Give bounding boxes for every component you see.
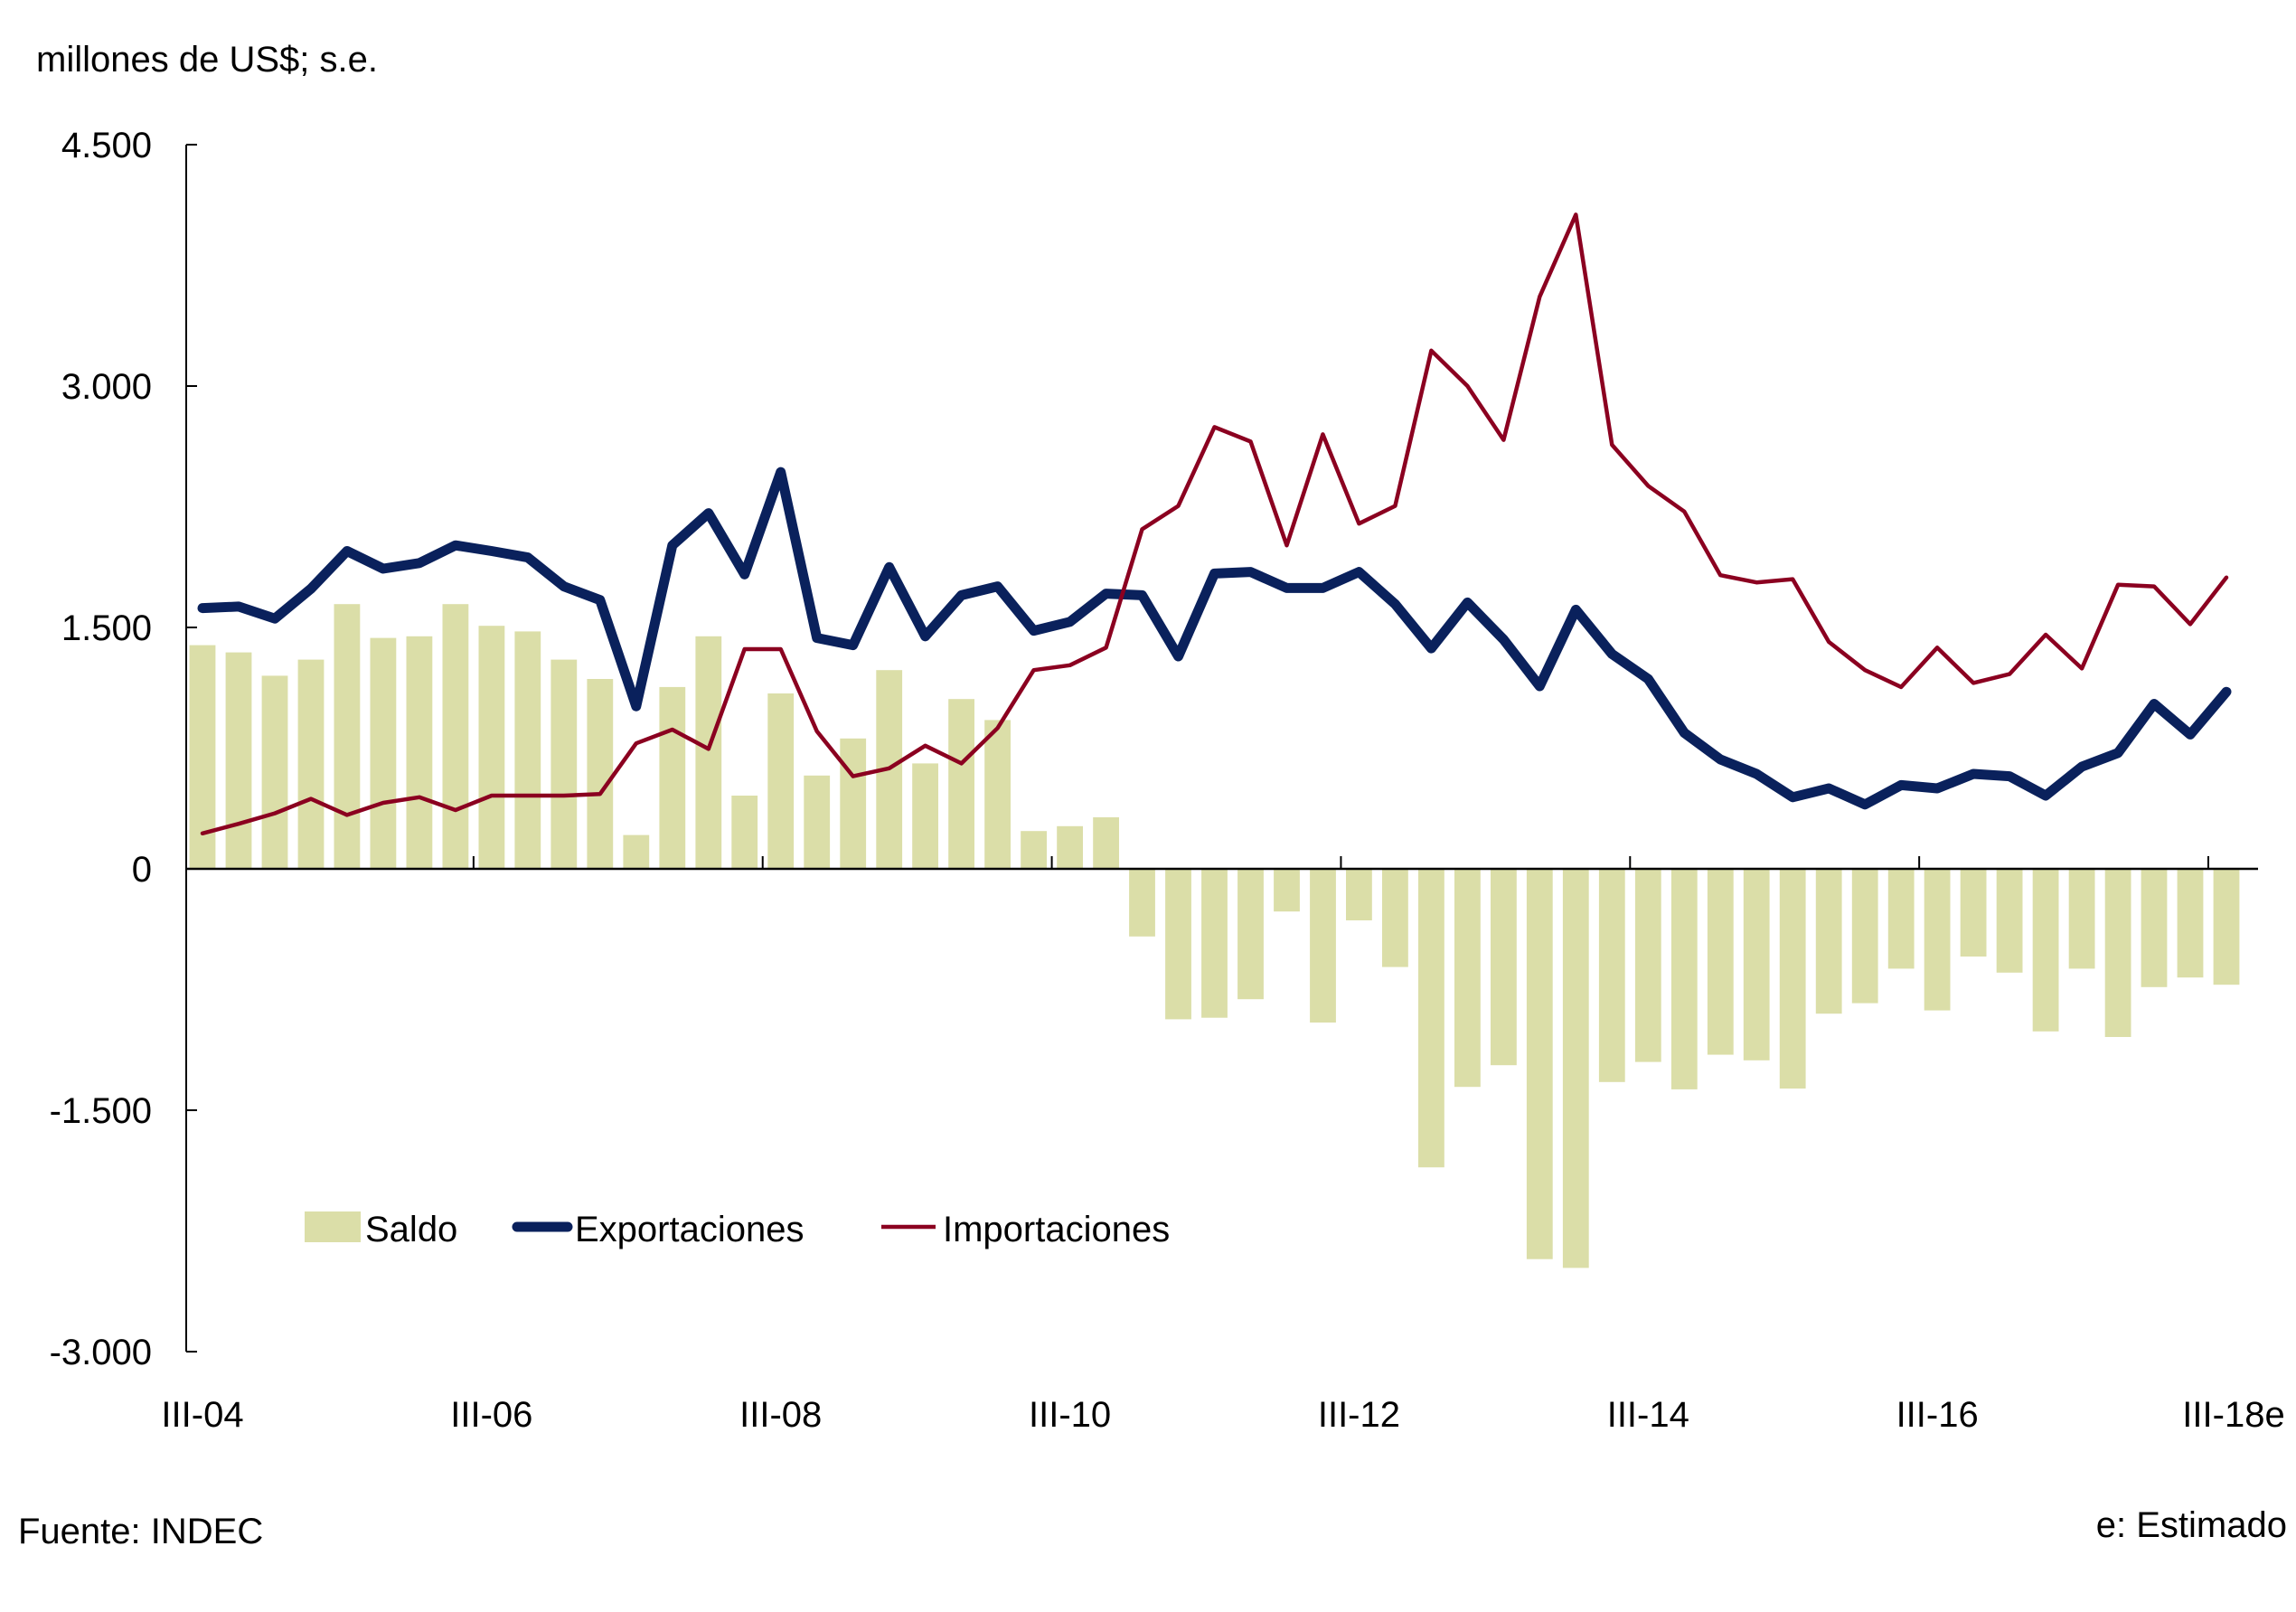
legend-importaciones-label: Importaciones [943, 1210, 1170, 1249]
saldo-bar [514, 631, 541, 869]
saldo-bar [550, 659, 578, 869]
x-tick-label: III-18e [2182, 1395, 2284, 1435]
saldo-bar [659, 686, 686, 869]
saldo-bar [1598, 869, 1625, 1082]
saldo-bar [1996, 869, 2023, 973]
saldo-bar [1562, 869, 1589, 1268]
saldo-bar [1454, 869, 1481, 1088]
x-tick-label: III-14 [1607, 1395, 1689, 1435]
x-tick-label: III-04 [161, 1395, 243, 1435]
y-tick-label: -3.000 [50, 1333, 152, 1372]
legend-exportaciones-label: Exportaciones [575, 1210, 804, 1249]
saldo-bar [1924, 869, 1951, 1011]
saldo-bar [1779, 869, 1806, 1089]
series-line-exportaciones [197, 467, 2232, 810]
saldo-bar [1418, 869, 1444, 1168]
saldo-bar [1707, 869, 1734, 1055]
saldo-bar [261, 675, 288, 869]
saldo-bar [442, 604, 469, 869]
saldo-bar [1346, 869, 1372, 920]
saldo-bar [731, 796, 758, 869]
saldo-bar [2068, 869, 2095, 969]
saldo-bar [2104, 869, 2131, 1037]
saldo-bar [478, 626, 505, 869]
y-tick-label: 0 [132, 850, 152, 890]
saldo-bar [1960, 869, 1987, 957]
saldo-bar [984, 720, 1011, 869]
saldo-bar [1526, 869, 1553, 1259]
estimate-note: e: Estimado [2095, 1505, 2287, 1545]
saldo-bar [1201, 869, 1228, 1018]
saldo-bar [948, 699, 974, 869]
saldo-bar [695, 636, 722, 869]
saldo-bar [1743, 869, 1770, 1061]
saldo-bar [1165, 869, 1191, 1020]
saldo-bar [297, 659, 325, 869]
saldo-bar [406, 636, 433, 869]
saldo-bar [2141, 869, 2168, 987]
saldo-bar [804, 775, 831, 869]
x-tick-labels: III-04 III-06 III-08 III-10 III-12 III-14 III-… [161, 1395, 2284, 1435]
saldo-bar [1887, 869, 1915, 969]
x-tick-label: III-06 [450, 1395, 532, 1435]
y-tick-labels: -3.000 -1.500 0 1.500 3.000 4.500 [50, 126, 152, 1372]
saldo-bar [370, 637, 397, 869]
saldo-bar [1021, 831, 1047, 869]
y-tick-label: 4.500 [61, 126, 152, 165]
legend: Saldo Exportaciones Importaciones [305, 1210, 1170, 1249]
series-line-importaciones [200, 212, 2229, 836]
source-note: Fuente: INDEC [18, 1512, 264, 1551]
saldo-bar [767, 693, 795, 869]
y-axis-unit-label: millones de US$; s.e. [36, 40, 378, 80]
y-tick-label: 1.500 [61, 608, 152, 648]
axes [185, 144, 2258, 1353]
x-tick-label: III-12 [1318, 1395, 1400, 1435]
legend-saldo-label: Saldo [365, 1210, 457, 1249]
saldo-bar [1634, 869, 1661, 1062]
saldo-bar [1310, 869, 1336, 1023]
saldo-bar [1670, 869, 1698, 1089]
series-lines [197, 212, 2232, 836]
saldo-bar [840, 738, 867, 869]
saldo-bar [2213, 869, 2240, 985]
saldo-bar [1237, 869, 1264, 1000]
saldo-bar [334, 604, 361, 869]
legend-saldo-swatch [305, 1211, 361, 1242]
saldo-bar [587, 679, 614, 869]
saldo-bar [1851, 869, 1878, 1004]
x-tick-label: III-16 [1896, 1395, 1979, 1435]
saldo-bar [1093, 817, 1119, 869]
saldo-bar [1274, 869, 1300, 912]
saldo-bar [623, 834, 650, 869]
saldo-bars [189, 604, 2240, 1268]
y-tick-label: 3.000 [61, 367, 152, 407]
saldo-bar [1815, 869, 1842, 1014]
saldo-bar [1491, 869, 1517, 1066]
saldo-bar [2032, 869, 2059, 1032]
saldo-bar [1057, 825, 1083, 869]
saldo-bar [2177, 869, 2204, 978]
x-tick-label: III-08 [739, 1395, 822, 1435]
saldo-bar [225, 652, 252, 869]
x-tick-label: III-10 [1029, 1395, 1111, 1435]
saldo-bar [1382, 869, 1408, 967]
saldo-bar [912, 763, 938, 869]
saldo-bar [1129, 869, 1155, 937]
y-tick-label: -1.500 [50, 1091, 152, 1131]
